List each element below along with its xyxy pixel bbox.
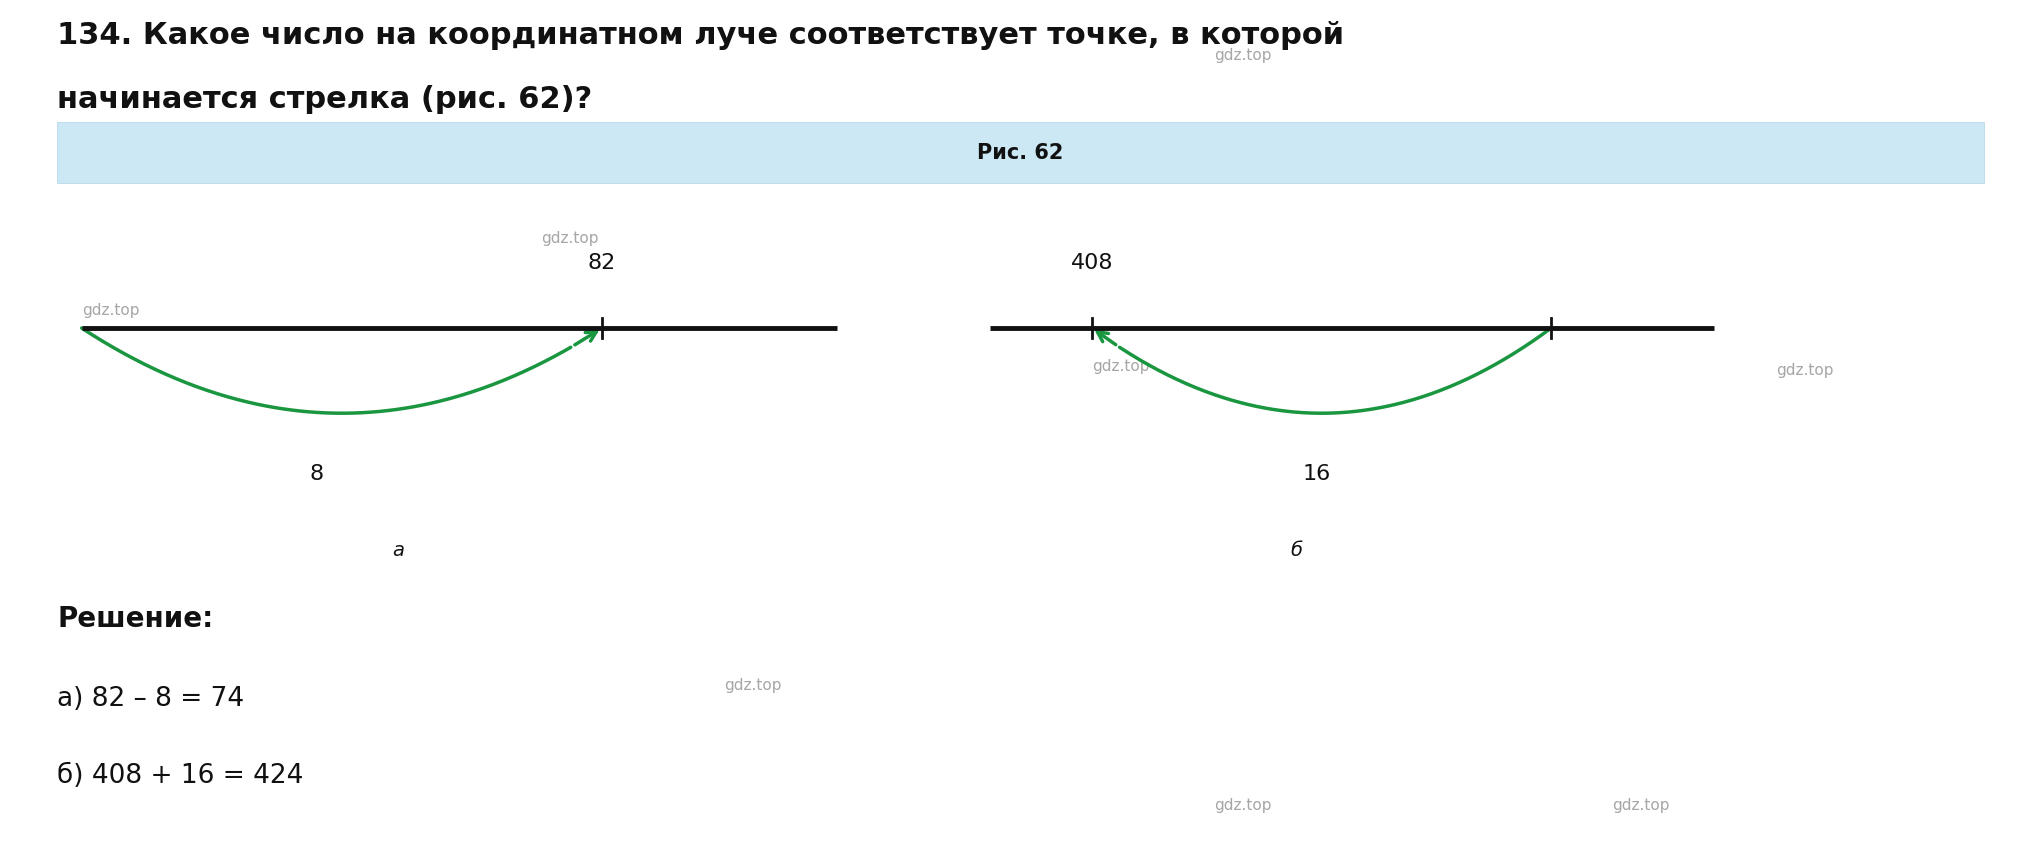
Text: gdz.top: gdz.top (1092, 359, 1149, 374)
Text: gdz.top: gdz.top (1776, 363, 1833, 378)
Text: б: б (1290, 541, 1302, 560)
Text: 16: 16 (1302, 464, 1331, 484)
Text: б) 408 + 16 = 424: б) 408 + 16 = 424 (57, 763, 304, 789)
Text: gdz.top: gdz.top (725, 678, 782, 694)
FancyBboxPatch shape (57, 122, 1984, 183)
Text: gdz.top: gdz.top (82, 303, 139, 319)
Text: gdz.top: gdz.top (541, 231, 598, 246)
Text: Решение:: Решение: (57, 605, 214, 633)
Text: 82: 82 (588, 253, 616, 273)
Text: gdz.top: gdz.top (1612, 797, 1670, 813)
Text: gdz.top: gdz.top (1214, 48, 1272, 63)
Text: 8: 8 (310, 464, 322, 484)
Text: Рис. 62: Рис. 62 (978, 142, 1063, 163)
Text: начинается стрелка (рис. 62)?: начинается стрелка (рис. 62)? (57, 85, 592, 114)
Text: 408: 408 (1072, 253, 1112, 273)
Text: а: а (392, 541, 404, 560)
Text: 134. Какое число на координатном луче соответствует точке, в которой: 134. Какое число на координатном луче со… (57, 21, 1345, 50)
Text: gdz.top: gdz.top (1214, 797, 1272, 813)
Text: а) 82 – 8 = 74: а) 82 – 8 = 74 (57, 686, 245, 712)
